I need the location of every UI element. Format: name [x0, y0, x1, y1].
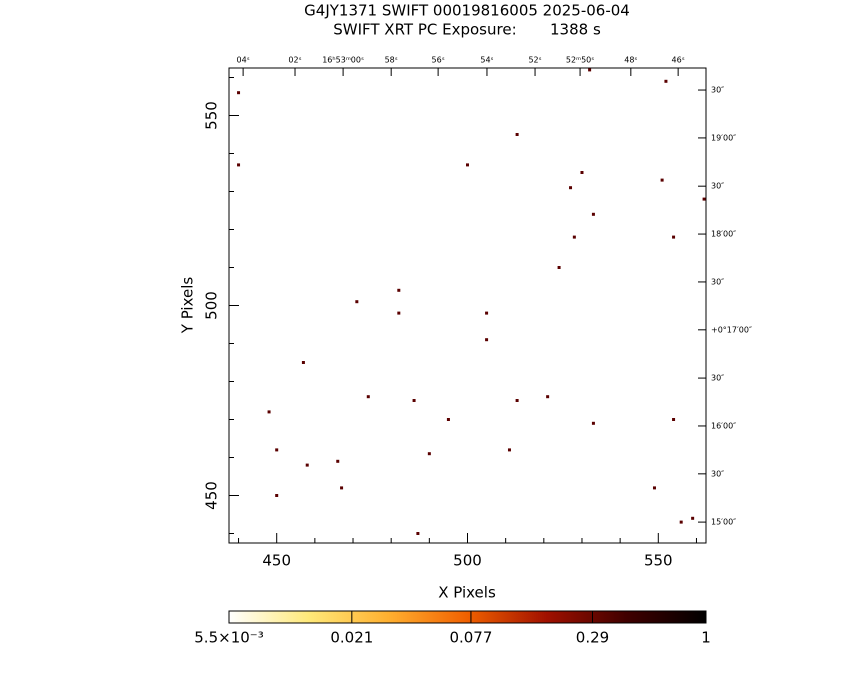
source-pixel: [591, 421, 595, 425]
source-pixel: [569, 186, 573, 190]
dec-tick-label: 30″: [711, 86, 724, 95]
source-pixel: [301, 361, 305, 364]
source-pixel: [446, 418, 450, 421]
chart-subtitle: SWIFT XRT PC Exposure: 1388 s: [333, 21, 601, 39]
dec-tick-label: +0°17′00″: [711, 325, 752, 334]
source-pixel: [427, 452, 431, 456]
y-tick-label: 500: [203, 291, 221, 320]
source-pixel: [572, 235, 576, 239]
dec-tick-label: 30″: [711, 469, 724, 478]
source-pixel: [412, 399, 416, 402]
chart-title: G4JY1371 SWIFT 00019816005 2025-06-04: [304, 2, 630, 20]
dec-tick-label: 30″: [711, 182, 724, 191]
ra-tick-label: 46ˢ: [672, 56, 685, 65]
source-pixel: [237, 163, 241, 167]
dec-tick-label: 19′00″: [711, 133, 736, 142]
source-pixel: [664, 79, 668, 83]
source-pixel: [557, 266, 561, 269]
source-pixel: [546, 395, 550, 399]
dec-tick-label: 30″: [711, 277, 724, 286]
source-pixel: [702, 197, 706, 201]
source-pixel: [397, 288, 401, 292]
source-pixel: [672, 418, 676, 421]
source-pixel: [679, 520, 683, 524]
dec-tick-label: 30″: [711, 374, 724, 383]
source-pixel: [336, 459, 340, 463]
source-pixel: [366, 395, 370, 399]
source-pixel: [485, 338, 489, 342]
source-pixel: [515, 133, 519, 136]
x-tick-label: 500: [453, 552, 482, 570]
ra-tick-label: 54ˢ: [480, 56, 493, 65]
ra-tick-label: 04ˢ: [237, 56, 250, 65]
source-pixel: [515, 399, 519, 402]
ra-tick-label: 52ᵐ50ˢ: [566, 56, 594, 65]
source-pixel: [355, 300, 359, 304]
source-pixel: [275, 494, 279, 497]
source-pixel: [691, 516, 695, 520]
ra-tick-label: 52ˢ: [528, 56, 541, 65]
source-pixel: [507, 448, 511, 452]
x-tick-label: 450: [262, 552, 291, 570]
ra-tick-label: 02ˢ: [288, 56, 301, 65]
colorbar-tick-label: 5.5×10⁻³: [194, 629, 263, 647]
colorbar-tick-label: 0.29: [576, 629, 609, 647]
x-axis-label: X Pixels: [438, 584, 496, 602]
y-axis-label: Y Pixels: [179, 277, 197, 335]
ra-tick-label: 56ˢ: [432, 56, 445, 65]
dec-tick-label: 15′00″: [711, 518, 736, 527]
source-pixel: [660, 178, 664, 182]
colorbar-tick-label: 1: [701, 629, 711, 647]
source-pixel: [397, 311, 401, 315]
y-tick-label: 550: [203, 101, 221, 130]
colorbar-tick-label: 0.077: [449, 629, 492, 647]
source-pixel: [588, 68, 592, 72]
dec-tick-label: 18′00″: [711, 230, 736, 239]
ra-tick-label: 58ˢ: [385, 56, 398, 65]
dec-tick-label: 16′00″: [711, 421, 736, 430]
source-pixel: [267, 410, 271, 414]
source-pixel: [580, 171, 584, 174]
plot-frame: [228, 67, 707, 544]
source-pixel: [305, 463, 309, 467]
source-pixel: [416, 532, 420, 535]
source-pixel: [652, 486, 656, 490]
colorbar: [228, 610, 707, 624]
y-tick-label: 450: [203, 481, 221, 510]
source-pixel: [672, 235, 676, 239]
colorbar-tick-label: 0.021: [330, 629, 373, 647]
source-pixel: [591, 212, 595, 216]
x-tick-label: 550: [644, 552, 673, 570]
ra-tick-label: 16ʰ53ᵐ00ˢ: [322, 56, 364, 65]
source-pixel: [340, 486, 344, 490]
source-pixel: [275, 448, 279, 452]
source-pixel: [237, 91, 241, 95]
source-pixel: [485, 311, 489, 315]
ra-tick-label: 48ˢ: [624, 56, 637, 65]
source-pixel: [466, 163, 469, 167]
